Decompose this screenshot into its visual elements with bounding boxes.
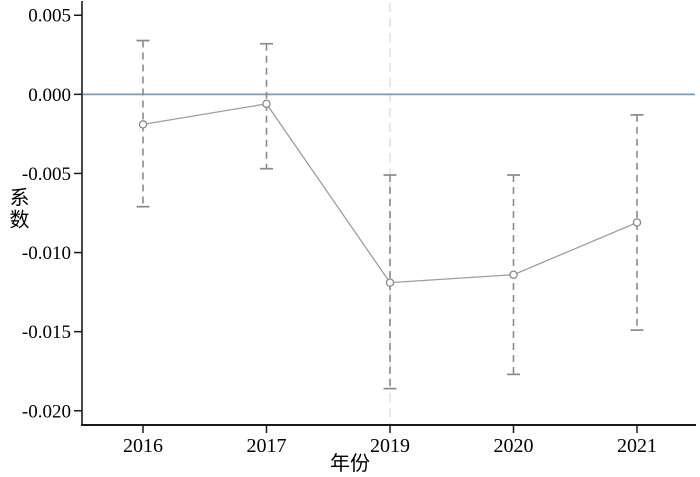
y-tick-label: 0.005 — [28, 6, 71, 27]
x-tick-label: 2020 — [494, 435, 534, 457]
y-axis-title: 系数 — [6, 187, 28, 231]
x-tick-label: 2016 — [123, 435, 163, 457]
y-tick-label: -0.020 — [22, 401, 71, 422]
data-point-2017 — [262, 99, 271, 109]
x-tick-label: 2021 — [617, 435, 657, 457]
y-tick-label: -0.015 — [22, 322, 71, 343]
x-axis-title: 年份 — [330, 453, 370, 475]
data-point-2016 — [138, 120, 148, 129]
data-point-2021 — [632, 218, 642, 227]
y-tick-label: 0.000 — [28, 85, 71, 106]
x-tick-label: 2019 — [370, 435, 410, 457]
y-tick-label: -0.005 — [22, 164, 71, 185]
data-point-2019 — [385, 278, 395, 287]
x-tick-label: 2017 — [247, 435, 287, 457]
data-point-2020 — [509, 270, 518, 279]
y-tick-label: -0.010 — [22, 243, 71, 264]
